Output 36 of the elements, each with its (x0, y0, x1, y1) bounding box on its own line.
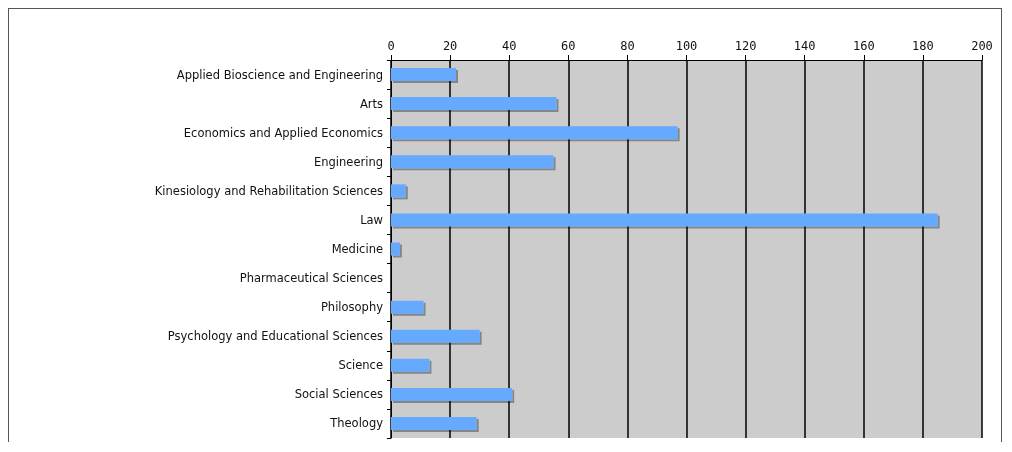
bar (391, 126, 678, 140)
y-tick-label: Law (360, 212, 383, 227)
x-tick-label: 140 (793, 39, 816, 53)
bar (391, 358, 430, 372)
bar (391, 329, 480, 343)
x-tick-label: 40 (501, 39, 517, 53)
x-tick-label: 160 (852, 39, 875, 53)
y-tick-label: Psychology and Educational Sciences (167, 329, 383, 344)
y-tick-label: Economics and Applied Economics (183, 125, 384, 140)
y-tick-label: Kinesiology and Rehabilitation Sciences (154, 183, 384, 198)
y-tick-label: Applied Bioscience and Engineering (176, 67, 383, 82)
bar (391, 184, 406, 198)
y-tick-label: Philosophy (320, 300, 384, 315)
y-tick-label: Engineering (314, 154, 383, 169)
y-tick-label: Social Sciences (294, 387, 383, 402)
y-tick-label: Science (338, 358, 383, 373)
x-tick-label: 180 (912, 39, 934, 53)
bar (391, 242, 400, 256)
y-tick-label: Theology (329, 416, 384, 431)
bar (391, 416, 477, 430)
bar (391, 213, 938, 227)
x-tick-label: 20 (442, 39, 458, 53)
y-tick-label: Arts (359, 96, 383, 111)
x-tick-label: 100 (675, 39, 698, 53)
x-tick-label: 200 (971, 39, 993, 53)
bar (391, 300, 424, 314)
x-tick-label: 0 (387, 39, 395, 53)
y-tick-label: Medicine (331, 242, 383, 256)
bar (391, 387, 513, 401)
y-tick-label: Pharmaceutical Sciences (239, 271, 383, 286)
x-tick-label: 120 (734, 39, 757, 53)
x-tick-label: 80 (620, 39, 635, 53)
bar (391, 155, 554, 169)
bar (391, 68, 457, 82)
bar (391, 97, 557, 111)
x-tick-label: 60 (561, 39, 576, 53)
